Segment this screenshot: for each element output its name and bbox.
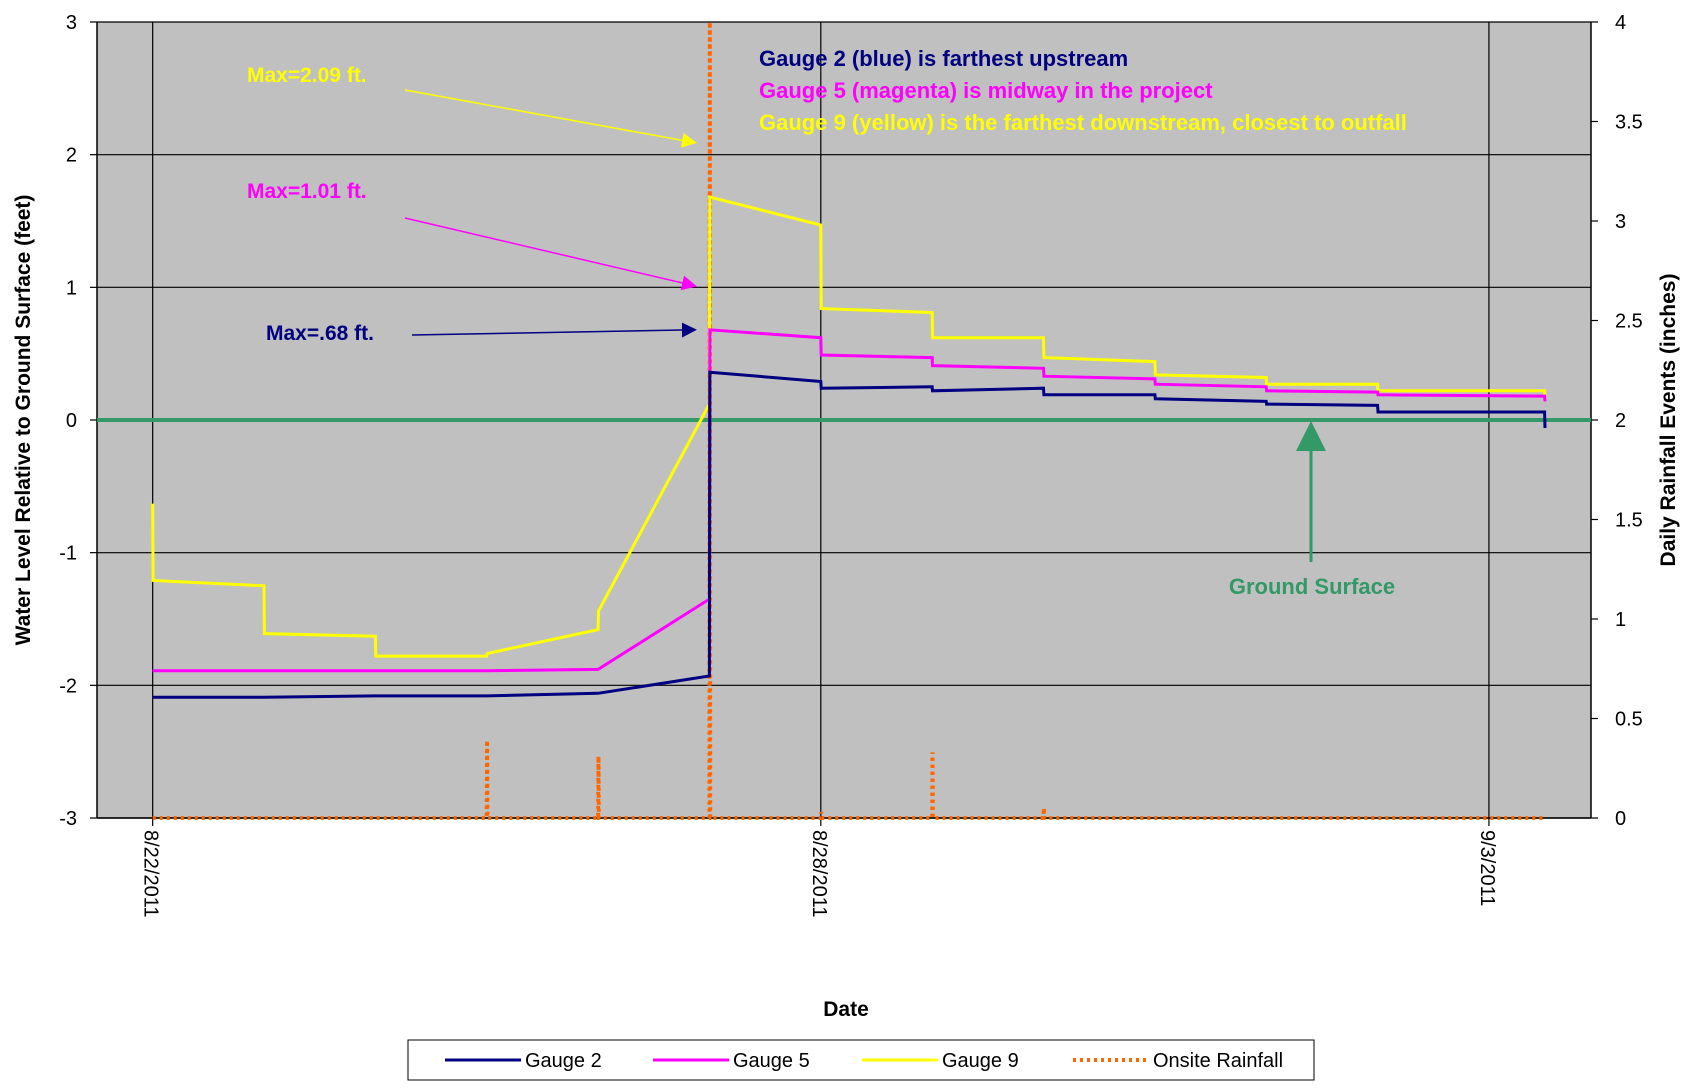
annotation-arrow-max5 [404, 217, 697, 291]
y-tick-label: 0 [66, 410, 77, 432]
y2-tick-label: 1 [1615, 609, 1626, 631]
y2-tick-label: 2.5 [1615, 311, 1643, 333]
y2-axis-title: Daily Rainfall Events (inches) [1657, 274, 1680, 567]
legend-label: Gauge 5 [733, 1050, 810, 1072]
legend-label: Onsite Rainfall [1153, 1050, 1283, 1072]
y2-tick-label: 4 [1615, 12, 1626, 34]
annotation-arrow-max2 [411, 322, 697, 338]
series-line-gauge-9 [151, 195, 1547, 658]
y-tick-label: -3 [59, 808, 77, 830]
x-axis-title: Date [823, 998, 869, 1021]
x-tick-label: 9/3/2011 [1476, 830, 1498, 906]
annotation-max2: Max=.68 ft. [266, 322, 374, 345]
legend-label: Gauge 9 [942, 1050, 1019, 1072]
y2-tick-label: 3 [1615, 211, 1626, 233]
annotation-max5: Max=1.01 ft. [247, 180, 367, 203]
legend: Gauge 2 Gauge 5 Gauge 9 Onsite Rainfall [407, 1039, 1315, 1081]
y-tick-label: 1 [66, 277, 77, 299]
y-tick-label: 3 [66, 12, 77, 34]
annotation-max9: Max=2.09 ft. [247, 64, 367, 87]
y2-tick-label: 3.5 [1615, 112, 1643, 134]
series [151, 21, 1547, 820]
annotation-note5: Gauge 5 (magenta) is midway in the proje… [759, 78, 1213, 103]
y2-tick-label: 1.5 [1615, 510, 1643, 532]
y2-tick-label: 0.5 [1615, 709, 1643, 731]
y-axis-title: Water Level Relative to Ground Surface (… [12, 195, 35, 646]
annotation-arrow-max9 [404, 89, 697, 148]
legend-box [407, 1039, 1315, 1081]
series-line-gauge-5 [152, 328, 1547, 673]
y2-tick-label: 0 [1615, 808, 1626, 830]
annotation-note9: Gauge 9 (yellow) is the farthest downstr… [759, 110, 1407, 135]
y-tick-label: -2 [59, 675, 77, 697]
x-tick-label: 8/28/2011 [808, 830, 830, 918]
x-tick-label: 8/22/2011 [140, 830, 162, 918]
series-line-gauge-2 [152, 370, 1547, 699]
annotation-ground: Ground Surface [1229, 574, 1395, 599]
annotations: Max=2.09 ft. Max=1.01 ft. Max=.68 ft. Gauge… [247, 46, 1407, 599]
y2-tick-label: 2 [1615, 410, 1626, 432]
legend-label: Gauge 2 [525, 1050, 602, 1072]
annotation-note2: Gauge 2 (blue) is farthest upstream [759, 46, 1128, 71]
y-tick-label: -1 [59, 543, 77, 565]
y-tick-label: 2 [66, 145, 77, 167]
